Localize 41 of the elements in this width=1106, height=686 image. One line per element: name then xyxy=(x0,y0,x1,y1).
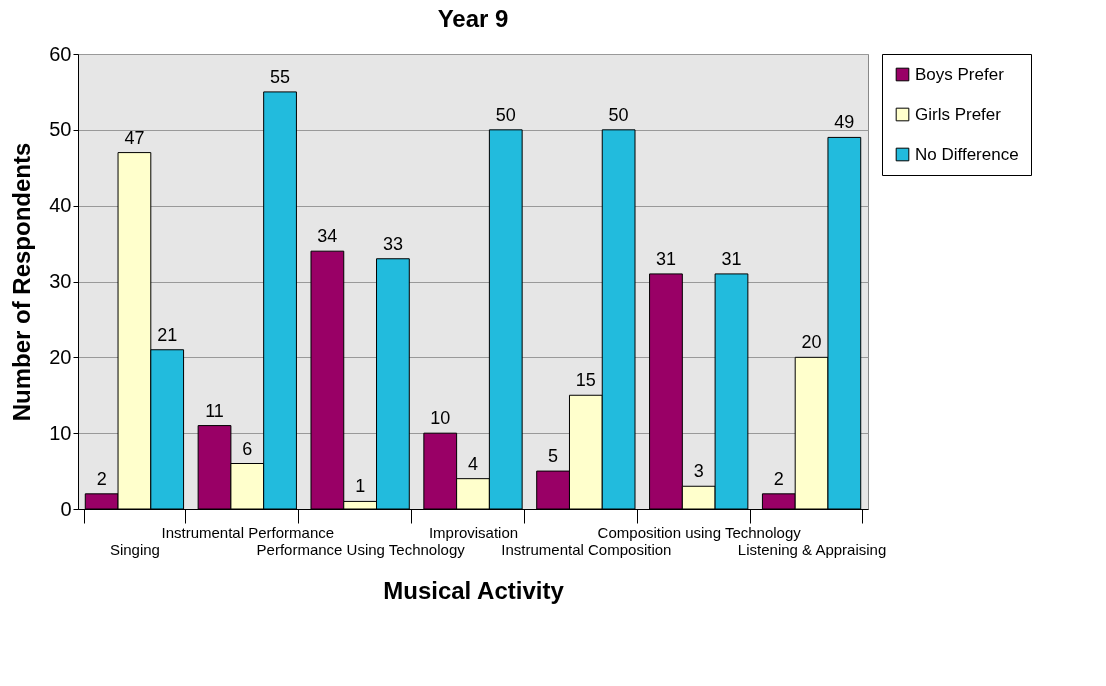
y-tick-label: 30 xyxy=(49,270,72,292)
data-label: 20 xyxy=(801,332,822,353)
data-label: 1 xyxy=(355,476,366,497)
x-tick-label: Instrumental Composition xyxy=(501,540,672,558)
chart-title: Year 9 xyxy=(437,5,509,32)
data-label: 31 xyxy=(655,248,676,269)
data-label: 2 xyxy=(96,468,107,489)
x-tick-label: Singing xyxy=(109,540,160,558)
y-tick-label: 0 xyxy=(60,497,72,520)
data-label: 50 xyxy=(495,104,516,125)
data-label: 4 xyxy=(467,453,479,474)
legend-label: Girls Prefer xyxy=(915,104,1002,124)
data-label: 34 xyxy=(317,226,338,247)
data-label: 31 xyxy=(721,248,742,269)
x-tick-label: Performance Using Technology xyxy=(256,540,466,558)
y-tick-label: 20 xyxy=(49,345,72,368)
x-axis-title: Musical Activity xyxy=(383,576,565,604)
data-label: 33 xyxy=(382,233,403,254)
y-axis-title: Number of Respondents xyxy=(8,142,36,422)
x-tick-label: Instrumental Performance xyxy=(161,523,335,541)
data-label: 49 xyxy=(834,112,855,133)
y-tick-label: 40 xyxy=(49,194,72,217)
data-label: 55 xyxy=(270,66,291,87)
data-label: 50 xyxy=(608,104,629,125)
x-tick-label: Listening & Appraising xyxy=(737,540,887,558)
legend-label: Boys Prefer xyxy=(915,64,1005,84)
data-label: 47 xyxy=(124,127,145,148)
y-tick-label: 10 xyxy=(49,421,72,444)
data-label: 3 xyxy=(693,461,704,482)
data-label: 15 xyxy=(575,370,596,391)
data-label: 21 xyxy=(157,324,178,345)
data-label: 6 xyxy=(242,438,253,459)
legend-label: No Difference xyxy=(915,144,1019,164)
x-tick-label: Composition using Technology xyxy=(597,523,802,541)
data-label: 5 xyxy=(548,446,559,467)
y-tick-label: 60 xyxy=(49,42,72,65)
data-label: 10 xyxy=(430,408,451,429)
data-label: 11 xyxy=(205,400,224,421)
data-label: 2 xyxy=(773,468,784,489)
y-tick-label: 50 xyxy=(49,118,72,141)
x-tick-label: Improvisation xyxy=(428,523,519,541)
